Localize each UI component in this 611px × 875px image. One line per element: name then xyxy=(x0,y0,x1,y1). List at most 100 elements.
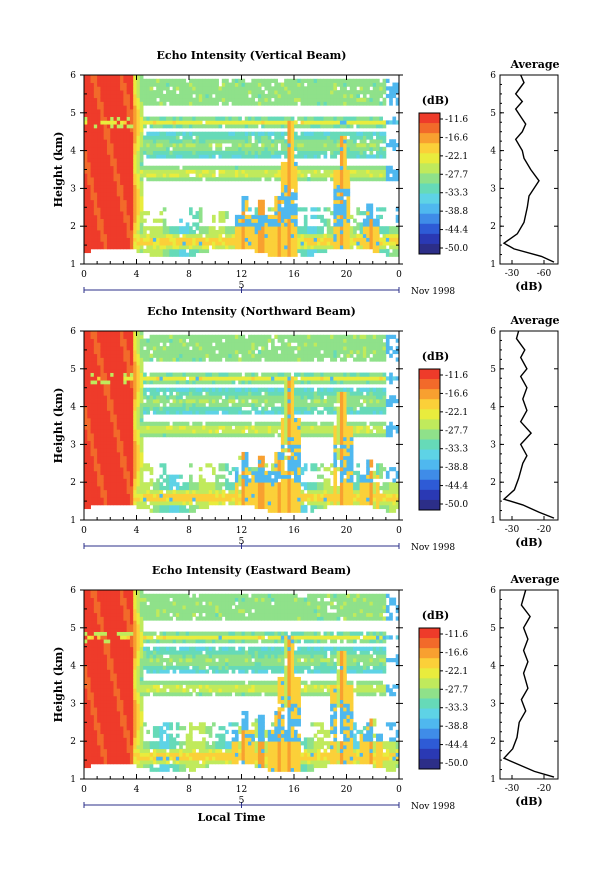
heatmap-cell xyxy=(90,497,95,502)
heatmap-cell xyxy=(113,387,118,392)
heatmap-cell xyxy=(113,139,118,144)
heatmap-cell xyxy=(90,467,95,472)
heatmap-cell xyxy=(172,169,177,174)
heatmap-cell xyxy=(120,169,124,174)
heatmap-cell xyxy=(284,169,288,174)
heatmap-cell xyxy=(106,154,111,159)
heatmap-cell xyxy=(166,406,170,411)
heatmap-cell xyxy=(175,139,180,144)
heatmap-cell xyxy=(189,245,193,250)
heatmap-cell xyxy=(382,78,387,83)
heatmap-cell xyxy=(225,165,229,170)
heatmap-cell xyxy=(136,349,141,355)
heatmap-cell xyxy=(323,82,328,87)
heatmap-cell xyxy=(353,169,357,174)
heatmap-cell xyxy=(215,342,219,347)
heatmap-cell xyxy=(280,165,285,170)
heatmap-cell xyxy=(264,214,269,220)
heatmap-cell xyxy=(139,203,144,208)
heatmap-cell xyxy=(159,399,164,404)
colorbar-swatch xyxy=(419,173,440,184)
heatmap-cell xyxy=(87,146,91,151)
heatmap-cell xyxy=(316,143,321,148)
heatmap-cell xyxy=(156,346,160,351)
heatmap-cell xyxy=(97,429,101,434)
heatmap-cell xyxy=(182,406,187,411)
heatmap-cell xyxy=(300,82,305,87)
heatmap-cell xyxy=(254,124,259,129)
heatmap-cell xyxy=(169,93,173,99)
heatmap-cell xyxy=(280,180,285,186)
heatmap-cell xyxy=(248,146,252,151)
heatmap-cell xyxy=(139,504,144,510)
heatmap-cell xyxy=(267,245,272,250)
heatmap-cell xyxy=(307,116,311,121)
heatmap-cell xyxy=(389,101,393,106)
heatmap-cell xyxy=(110,372,114,377)
heatmap-cell xyxy=(106,353,111,358)
heatmap-cell xyxy=(376,207,380,212)
heatmap-cell xyxy=(362,169,367,174)
heatmap-cell xyxy=(215,402,219,407)
heatmap-cell xyxy=(87,211,91,216)
heatmap-cell xyxy=(303,169,308,174)
heatmap-cell xyxy=(116,218,121,223)
heatmap-cell xyxy=(202,504,206,510)
heatmap-cell xyxy=(139,211,144,216)
heatmap-cell xyxy=(221,391,226,396)
heatmap-cell xyxy=(333,165,338,170)
heatmap-cell xyxy=(198,372,203,377)
heatmap-cell xyxy=(152,252,157,257)
heatmap-cell xyxy=(110,338,114,343)
heatmap-cell xyxy=(343,143,347,148)
heatmap-cell xyxy=(205,237,210,242)
heatmap-cell xyxy=(100,211,105,216)
heatmap-cell xyxy=(156,226,160,231)
heatmap-cell xyxy=(120,376,124,381)
heatmap-cell xyxy=(244,203,249,208)
heatmap-cell xyxy=(172,399,177,404)
heatmap-cell xyxy=(87,459,91,464)
heatmap-cell xyxy=(254,177,259,182)
heatmap-cell xyxy=(87,478,91,483)
heatmap-cell xyxy=(103,376,108,381)
heatmap-cell xyxy=(392,248,397,254)
heatmap-cell xyxy=(126,101,131,106)
heatmap-cell xyxy=(205,372,210,377)
heatmap-cell xyxy=(93,463,98,468)
heatmap-cell xyxy=(100,214,105,220)
heatmap-cell xyxy=(287,188,292,193)
heatmap-cell xyxy=(313,131,318,136)
heatmap-cell xyxy=(179,90,183,95)
heatmap-cell xyxy=(149,493,154,498)
heatmap-cell xyxy=(84,414,88,419)
heatmap-cell xyxy=(123,414,128,419)
heatmap-cell xyxy=(106,218,111,223)
heatmap-cell xyxy=(123,402,128,407)
heatmap-cell xyxy=(139,97,144,102)
heatmap-cell xyxy=(103,139,108,144)
heatmap-cell xyxy=(136,211,141,216)
heatmap-cell xyxy=(310,207,315,212)
heatmap-cell xyxy=(189,429,193,434)
heatmap-cell xyxy=(116,485,121,491)
heatmap-cell xyxy=(277,173,282,178)
heatmap-cell xyxy=(169,353,173,358)
heatmap-cell xyxy=(320,177,324,182)
heatmap-cell xyxy=(113,173,118,178)
heatmap-cell xyxy=(106,485,111,491)
heatmap-cell xyxy=(274,218,278,223)
heatmap-cell xyxy=(100,143,105,148)
heatmap-cell xyxy=(287,195,292,201)
heatmap-cell xyxy=(136,497,141,502)
heatmap-cell xyxy=(208,124,213,129)
heatmap-cell xyxy=(231,146,236,151)
heatmap-cell xyxy=(395,237,400,242)
heatmap-cell xyxy=(392,82,397,87)
heatmap-cell xyxy=(84,342,88,347)
heatmap-cell xyxy=(202,226,206,231)
heatmap-cell xyxy=(257,139,262,144)
heatmap-cell xyxy=(300,237,305,242)
heatmap-cell xyxy=(189,97,193,102)
heatmap-cell xyxy=(228,177,233,182)
